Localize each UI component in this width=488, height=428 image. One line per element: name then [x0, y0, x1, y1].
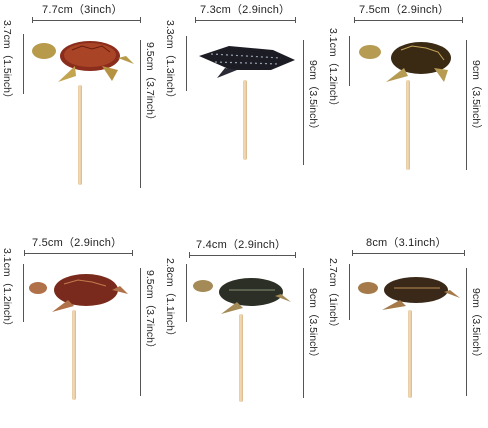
leatherback-turtle-icon: [199, 46, 295, 78]
width-label: 7.5cm（2.9inch）: [32, 237, 123, 249]
height-label: 3.3cm（1.3inch）: [164, 20, 176, 104]
width-label: 8cm（3.1inch）: [366, 237, 447, 249]
width-tick: [352, 250, 353, 256]
height-label: 3.7cm（1.5inch）: [1, 20, 13, 104]
width-tick: [295, 252, 296, 258]
height-line: [349, 36, 350, 86]
height-line: [349, 264, 350, 320]
total-height-label: 9.5cm（3.7inch）: [144, 270, 156, 354]
total-height-line: [466, 268, 467, 396]
width-label: 7.3cm（2.9inch）: [200, 4, 291, 16]
total-height-line: [140, 40, 141, 188]
width-line: [195, 20, 295, 21]
topper-stick: [408, 310, 412, 398]
topper-card-3: 7.5cm（2.9inch） 3.1cm（1.2inch） 9cm（3.5inc…: [326, 0, 488, 200]
width-tick: [140, 17, 141, 23]
topper-card-5: 7.4cm（2.9inch） 2.8cm（1.1inch） 9cm（3.5inc…: [163, 228, 325, 428]
green-sea-turtle-icon: [32, 41, 134, 82]
width-label: 7.5cm（2.9inch）: [359, 4, 450, 16]
height-line: [186, 264, 187, 322]
width-line: [24, 253, 132, 254]
height-line: [186, 36, 187, 91]
height-label: 3.1cm（1.2inch）: [327, 28, 339, 112]
total-height-label: 9cm（3.5inch）: [470, 60, 482, 135]
height-line: [23, 34, 24, 94]
width-tick: [189, 252, 190, 258]
width-line: [32, 20, 140, 21]
total-height-line: [303, 268, 304, 398]
width-tick: [464, 250, 465, 256]
height-label: 3.1cm（1.2inch）: [1, 248, 13, 332]
topper-card-4: 7.5cm（2.9inch） 3.1cm（1.2inch） 9.5cm（3.7i…: [0, 228, 162, 428]
olive-ridley-turtle-icon: [358, 277, 460, 310]
total-height-line: [303, 40, 304, 165]
total-height-line: [466, 40, 467, 170]
width-label: 7.4cm（2.9inch）: [196, 239, 287, 251]
height-line: [23, 264, 24, 322]
topper-stick: [239, 314, 243, 402]
height-label: 2.7cm（1inch）: [327, 258, 339, 333]
width-tick: [24, 250, 25, 256]
total-height-line: [140, 268, 141, 396]
topper-stick: [78, 85, 82, 185]
topper-stick: [406, 80, 410, 170]
width-tick: [462, 17, 463, 23]
hawksbill-turtle-icon: [359, 42, 451, 82]
topper-stick: [243, 80, 247, 160]
total-height-label: 9cm（3.5inch）: [307, 288, 319, 363]
loggerhead-turtle-icon: [29, 274, 128, 312]
flatback-turtle-icon: [193, 278, 291, 314]
width-label: 7.7cm（3inch）: [42, 4, 123, 16]
total-height-label: 9.5cm（3.7inch）: [144, 42, 156, 126]
height-label: 2.8cm（1.1inch）: [164, 258, 176, 342]
width-tick: [32, 17, 33, 23]
width-tick: [132, 250, 133, 256]
width-tick: [295, 17, 296, 23]
width-tick: [354, 17, 355, 23]
topper-card-1: 7.7cm（3inch） 3.7cm（1.5inch） 9.5cm（3.7inc…: [0, 0, 162, 200]
topper-card-2: 7.3cm（2.9inch） 3.3cm（1.3inch） 9cm（3.5inc…: [163, 0, 325, 200]
topper-card-6: 8cm（3.1inch） 2.7cm（1inch） 9cm（3.5inch）: [326, 228, 488, 428]
total-height-label: 9cm（3.5inch）: [470, 288, 482, 363]
width-tick: [195, 17, 196, 23]
width-line: [189, 255, 295, 256]
total-height-label: 9cm（3.5inch）: [307, 60, 319, 135]
width-line: [352, 253, 464, 254]
topper-stick: [72, 310, 76, 400]
width-line: [354, 20, 462, 21]
